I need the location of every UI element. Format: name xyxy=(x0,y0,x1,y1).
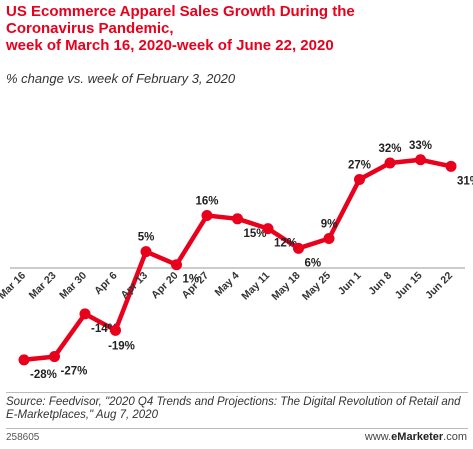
footer-divider xyxy=(6,428,468,429)
data-label: 27% xyxy=(348,159,371,171)
data-point xyxy=(201,210,213,222)
chart-id: 258605 xyxy=(6,432,40,443)
data-label: 12% xyxy=(274,238,297,250)
data-label: 33% xyxy=(409,140,432,152)
data-label: 1% xyxy=(183,274,200,286)
title-line-3: week of March 16, 2020-week of June 22, … xyxy=(6,37,334,54)
data-point xyxy=(49,351,60,363)
data-label: 5% xyxy=(138,232,155,244)
data-point xyxy=(232,213,243,225)
data-point xyxy=(110,324,121,336)
title-line-2: Coronavirus Pandemic, xyxy=(6,20,174,37)
data-label: 6% xyxy=(305,257,322,269)
x-tick-label: Jun 22 xyxy=(423,270,455,302)
data-point xyxy=(171,259,182,271)
x-tick-label: Jun 1 xyxy=(336,270,364,298)
x-tick-label: May 4 xyxy=(212,270,241,299)
data-point xyxy=(384,157,396,169)
brand-prefix: www. xyxy=(364,431,392,443)
brand-name: eMarketer xyxy=(391,431,444,443)
data-point xyxy=(79,308,91,320)
chart-title: US Ecommerce Apparel Sales Growth During… xyxy=(6,3,468,54)
data-point xyxy=(293,242,304,254)
data-label: 31% xyxy=(457,175,473,187)
data-label: 32% xyxy=(378,143,401,155)
x-tick-label: Jun 8 xyxy=(366,270,394,298)
x-tick-label: Apr 20 xyxy=(149,270,181,302)
brand-suffix: .com xyxy=(443,431,467,443)
chart-subtitle: % change vs. week of February 3, 2020 xyxy=(6,71,236,86)
x-tick-label: May 18 xyxy=(269,270,302,303)
data-point xyxy=(140,246,152,258)
data-point xyxy=(18,354,30,366)
title-line-1: US Ecommerce Apparel Sales Growth During… xyxy=(6,3,355,20)
data-label: 9% xyxy=(321,218,338,230)
source-divider xyxy=(6,392,468,393)
x-tick-label: Apr 13 xyxy=(119,270,151,302)
data-point xyxy=(445,160,457,172)
data-label: 15% xyxy=(244,228,267,240)
data-point xyxy=(354,173,365,185)
data-label: -28% xyxy=(30,369,57,381)
data-label: 16% xyxy=(195,196,218,208)
data-point xyxy=(323,232,335,244)
source-note: Source: Feedvisor, "2020 Q4 Trends and P… xyxy=(6,396,461,421)
brand-link[interactable]: www.eMarketer.com xyxy=(365,431,467,443)
x-tick-label: Mar 30 xyxy=(57,270,89,302)
x-tick-label: Mar 23 xyxy=(27,270,59,302)
x-tick-label: Apr 6 xyxy=(92,270,120,298)
series-line xyxy=(21,157,454,363)
x-tick-label: Mar 16 xyxy=(0,270,28,302)
x-tick-label: May 11 xyxy=(239,270,272,303)
x-tick-label: Jun 15 xyxy=(393,270,425,302)
data-label: -19% xyxy=(108,340,135,352)
data-point xyxy=(415,154,426,166)
x-tick-label: May 25 xyxy=(300,270,333,303)
data-point xyxy=(262,223,274,235)
data-label: -27% xyxy=(61,366,88,378)
